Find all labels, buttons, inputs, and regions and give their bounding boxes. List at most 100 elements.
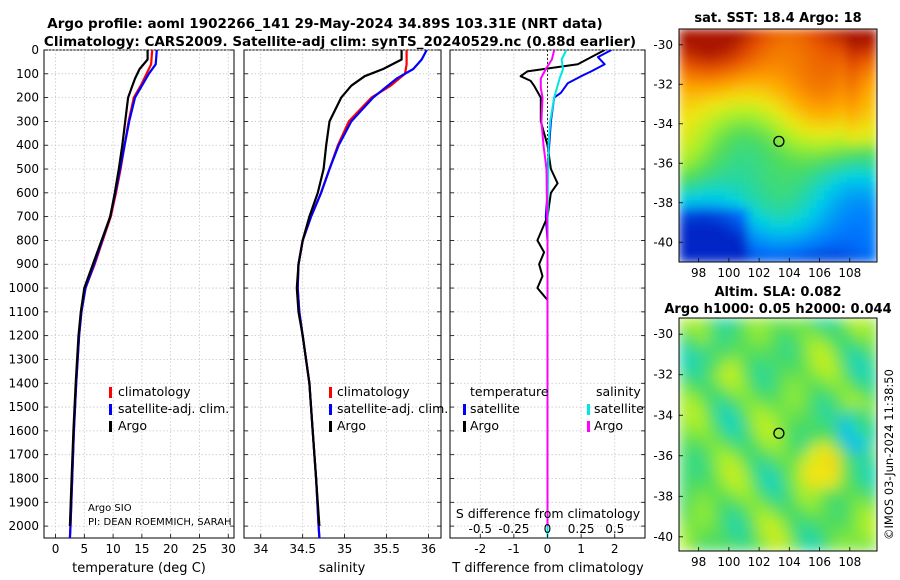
- heat-cell: [717, 353, 726, 364]
- heat-cell: [739, 244, 749, 254]
- heat-cell: [724, 154, 733, 165]
- heat-cell: [686, 389, 695, 400]
- heat-cell: [724, 64, 733, 75]
- heat-cell: [694, 479, 703, 489]
- heat-cell: [861, 226, 870, 236]
- legend-temperature-title: temperature: [470, 384, 549, 399]
- heat-cell: [679, 64, 688, 75]
- heat-cell: [854, 154, 863, 165]
- heat-cell: [686, 190, 695, 200]
- x-tick-label: 15: [134, 542, 149, 556]
- heat-cell: [732, 181, 741, 191]
- heat-cell: [823, 488, 832, 498]
- heat-cell: [686, 326, 695, 337]
- heat-cell: [808, 524, 817, 534]
- heat-cell: [846, 335, 855, 346]
- heat-cell: [762, 145, 771, 156]
- heat-cell: [747, 470, 756, 480]
- y-tick-label: 200: [16, 91, 39, 105]
- heat-cell: [755, 398, 764, 409]
- heat-cell: [816, 344, 825, 355]
- heat-cell: [717, 190, 726, 200]
- heat-cell: [816, 145, 825, 156]
- imos-watermark: ©IMOS 03-Jun-2024 11:38:50: [882, 369, 896, 540]
- heat-cell: [762, 318, 771, 328]
- heat-cell: [831, 326, 840, 337]
- heat-cell: [755, 37, 764, 48]
- heat-cell: [846, 488, 855, 498]
- heat-cell: [808, 443, 817, 454]
- heat-cell: [778, 452, 787, 462]
- heat-cell: [831, 226, 840, 236]
- heat-cell: [823, 407, 832, 418]
- heat-cell: [838, 416, 848, 427]
- heat-cell: [747, 344, 756, 355]
- heat-cell: [854, 380, 863, 391]
- heat-cell: [739, 199, 749, 209]
- heat-cell: [724, 118, 733, 129]
- heat-cell: [732, 425, 741, 436]
- heat-cell: [831, 443, 840, 454]
- heat-cell: [755, 506, 764, 516]
- heat-cell: [869, 100, 877, 111]
- heat-cell: [724, 362, 733, 373]
- heat-cell: [701, 100, 711, 111]
- heat-cell: [823, 217, 832, 227]
- heat-cell: [846, 46, 855, 57]
- heat-cell: [838, 335, 848, 346]
- heat-cell: [770, 46, 779, 57]
- heat-cell: [808, 434, 817, 445]
- heat-cell: [800, 416, 810, 427]
- heat-cell: [709, 497, 718, 507]
- heat-cell: [747, 154, 756, 165]
- heat-cell: [747, 407, 756, 418]
- heat-cell: [831, 145, 840, 156]
- heat-cell: [747, 425, 756, 436]
- heat-cell: [770, 109, 779, 120]
- heat-cell: [785, 479, 794, 489]
- heat-cell: [747, 181, 756, 191]
- heat-cell: [701, 118, 711, 129]
- heat-cell: [701, 199, 711, 209]
- heat-cell: [701, 335, 711, 346]
- y-tick-label: 300: [16, 114, 39, 128]
- heat-cell: [762, 488, 771, 498]
- legend-t-satellite-label: satellite: [470, 401, 520, 416]
- heat-cell: [770, 29, 779, 39]
- heat-cell: [686, 533, 695, 543]
- heat-cell: [816, 73, 825, 84]
- heat-cell: [709, 470, 718, 480]
- heat-cell: [778, 172, 787, 182]
- heat-cell: [793, 145, 802, 156]
- heat-cell: [747, 217, 756, 227]
- heat-cell: [762, 55, 771, 66]
- heat-cell: [838, 91, 848, 102]
- heat-cell: [854, 226, 863, 236]
- heat-cell: [679, 452, 688, 462]
- heat-cell: [739, 127, 749, 138]
- heat-cell: [785, 443, 794, 454]
- heat-cell: [831, 73, 840, 84]
- heat-cell: [846, 344, 855, 355]
- heat-cell: [778, 506, 787, 516]
- heat-cell: [861, 443, 870, 454]
- heat-cell: [831, 488, 840, 498]
- heat-cell: [816, 208, 825, 218]
- heat-cell: [838, 380, 848, 391]
- heat-cell: [717, 73, 726, 84]
- heat-cell: [785, 29, 794, 39]
- heat-cell: [778, 235, 787, 245]
- heat-cell: [770, 380, 779, 391]
- heat-cell: [686, 154, 695, 165]
- heat-cell: [747, 100, 756, 111]
- heat-cell: [831, 172, 840, 182]
- heat-cell: [701, 407, 711, 418]
- heat-cell: [724, 443, 733, 454]
- heat-cell: [854, 344, 863, 355]
- heat-cell: [823, 353, 832, 364]
- heat-cell: [800, 353, 810, 364]
- heat-cell: [816, 217, 825, 227]
- heat-cell: [838, 533, 848, 543]
- legend-s-satellite-swatch: [587, 404, 590, 415]
- heat-cell: [800, 55, 810, 66]
